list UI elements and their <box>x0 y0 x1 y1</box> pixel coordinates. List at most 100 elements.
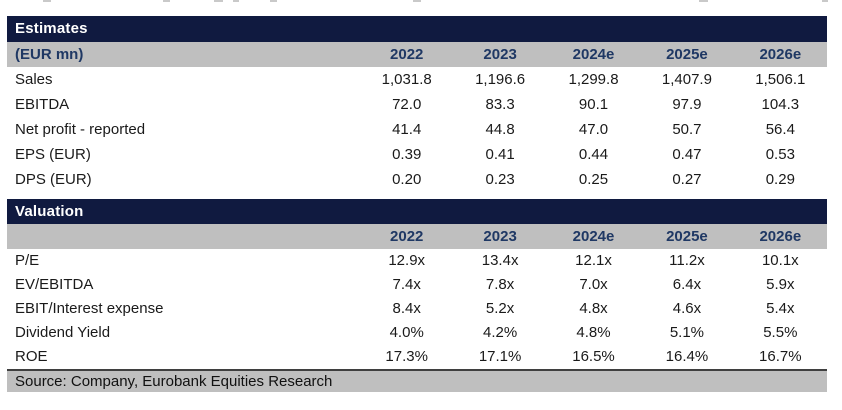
year-column-header: 2023 <box>483 46 517 63</box>
cell-value: 1,031.8 <box>381 71 432 88</box>
table-row-ebit-interest: EBIT/Interest expense 8.4x 5.2x 4.8x 4.6… <box>7 297 827 321</box>
cell-value: 0.27 <box>672 171 702 188</box>
cell-value: 0.41 <box>485 146 515 163</box>
cell-value: 0.20 <box>392 171 422 188</box>
cell-value: 17.1% <box>478 348 522 365</box>
cell-value: 16.7% <box>759 348 802 365</box>
row-label: Dividend Yield <box>15 324 111 341</box>
valuation-section: Valuation 2022 2023 2024e 2025e 2026e P/… <box>7 199 827 369</box>
cell-value: 97.9 <box>672 96 702 113</box>
cell-value: 44.8 <box>485 121 515 138</box>
table-row-net-profit: Net profit - reported 41.4 44.8 47.0 50.… <box>7 117 827 142</box>
cell-value: 17.3% <box>385 348 428 365</box>
estimates-header-row: (EUR mn) 2022 2023 2024e 2025e 2026e <box>7 42 827 67</box>
cell-value: 4.6x <box>672 300 702 317</box>
table-row-sales: Sales 1,031.8 1,196.6 1,299.8 1,407.9 1,… <box>7 67 827 92</box>
row-label: P/E <box>15 252 40 269</box>
cell-value: 0.44 <box>578 146 609 163</box>
cell-value: 4.0% <box>389 324 424 341</box>
valuation-header-row: 2022 2023 2024e 2025e 2026e <box>7 224 827 249</box>
table-row-dps: DPS (EUR) 0.20 0.23 0.25 0.27 0.29 <box>7 167 827 192</box>
year-column-header: 2022 <box>390 228 424 245</box>
source-text: Source: Company, Eurobank Equities Resea… <box>15 373 333 390</box>
year-column-header: 2024e <box>572 228 615 245</box>
cell-value: 13.4x <box>481 252 519 269</box>
year-column-header: 2023 <box>483 228 517 245</box>
cell-value: 0.23 <box>485 171 515 188</box>
row-label: EBIT/Interest expense <box>15 300 164 317</box>
table-row-roe: ROE 17.3% 17.1% 16.5% 16.4% 16.7% <box>7 345 827 369</box>
cell-value: 0.29 <box>765 171 795 188</box>
cutoff-text-remnant <box>699 0 708 2</box>
table-row-ev-ebitda: EV/EBITDA 7.4x 7.8x 7.0x 6.4x 5.9x <box>7 273 827 297</box>
cell-value: 83.3 <box>485 96 515 113</box>
cell-value: 41.4 <box>392 121 422 138</box>
cell-value: 47.0 <box>578 121 609 138</box>
row-label: EBITDA <box>15 96 70 113</box>
cell-value: 16.5% <box>572 348 615 365</box>
year-column-header: 2025e <box>666 46 708 63</box>
cell-value: 4.2% <box>483 324 518 341</box>
cell-value: 8.4x <box>392 300 421 317</box>
cell-value: 5.4x <box>766 300 795 317</box>
cell-value: 56.4 <box>765 121 795 138</box>
cell-value: 5.5% <box>763 324 798 341</box>
cell-value: 10.1x <box>761 252 799 269</box>
cell-value: 7.4x <box>392 276 421 293</box>
year-column-header: 2026e <box>759 228 802 245</box>
cutoff-text-remnant <box>233 0 239 2</box>
table-row-eps: EPS (EUR) 0.39 0.41 0.44 0.47 0.53 <box>7 142 827 167</box>
cell-value: 16.4% <box>665 348 709 365</box>
row-label: Net profit - reported <box>15 121 146 138</box>
cell-value: 12.1x <box>575 252 612 269</box>
cell-value: 1,407.9 <box>661 71 712 88</box>
cell-value: 0.53 <box>765 146 795 163</box>
cell-value: 50.7 <box>672 121 702 138</box>
table-row-dividend-yield: Dividend Yield 4.0% 4.2% 4.8% 5.1% 5.5% <box>7 321 827 345</box>
cutoff-text-remnant <box>413 0 421 2</box>
cell-value: 5.1% <box>669 324 705 341</box>
cell-value: 104.3 <box>761 96 800 113</box>
table-row-pe: P/E 12.9x 13.4x 12.1x 11.2x 10.1x <box>7 249 827 273</box>
cutoff-text-remnant <box>270 0 277 2</box>
cell-value: 1,506.1 <box>755 71 806 88</box>
cutoff-text-remnant <box>214 0 223 2</box>
financial-summary-table: Estimates (EUR mn) 2022 2023 2024e 2025e… <box>7 16 827 392</box>
table-row-ebitda: EBITDA 72.0 83.3 90.1 97.9 104.3 <box>7 92 827 117</box>
valuation-section-title: Valuation <box>7 199 827 224</box>
cell-value: 72.0 <box>392 96 422 113</box>
cell-value: 4.8x <box>579 300 608 317</box>
section-gap <box>7 192 827 199</box>
year-column-header: 2026e <box>759 46 802 63</box>
year-column-header: 2025e <box>666 228 708 245</box>
cell-value: 7.0x <box>579 276 608 293</box>
year-column-header: 2024e <box>572 46 615 63</box>
cell-value: 7.8x <box>485 276 515 293</box>
row-label: ROE <box>15 348 48 365</box>
cell-value: 4.8% <box>576 324 611 341</box>
cell-value: 0.39 <box>392 146 422 163</box>
row-label: Sales <box>15 71 53 88</box>
year-column-header: 2022 <box>390 46 424 63</box>
cutoff-text-remnant <box>163 0 170 2</box>
estimates-section: Estimates (EUR mn) 2022 2023 2024e 2025e… <box>7 16 827 192</box>
estimates-section-title: Estimates <box>7 16 827 42</box>
source-bar: Source: Company, Eurobank Equities Resea… <box>7 369 827 392</box>
cell-value: 1,299.8 <box>568 71 619 88</box>
cell-value: 6.4x <box>672 276 702 293</box>
cell-value: 0.25 <box>578 171 609 188</box>
row-label: EV/EBITDA <box>15 276 94 293</box>
estimates-unit-label: (EUR mn) <box>15 46 84 63</box>
cell-value: 12.9x <box>388 252 426 269</box>
cutoff-text-remnant <box>822 0 828 2</box>
cell-value: 90.1 <box>578 96 609 113</box>
valuation-unit-label <box>7 224 360 249</box>
cutoff-text-remnant <box>43 0 51 2</box>
cell-value: 1,196.6 <box>475 71 526 88</box>
cell-value: 0.47 <box>672 146 702 163</box>
cell-value: 5.2x <box>485 300 515 317</box>
row-label: DPS (EUR) <box>15 171 92 188</box>
row-label: EPS (EUR) <box>15 146 91 163</box>
cell-value: 5.9x <box>766 276 795 293</box>
cell-value: 11.2x <box>669 252 705 269</box>
